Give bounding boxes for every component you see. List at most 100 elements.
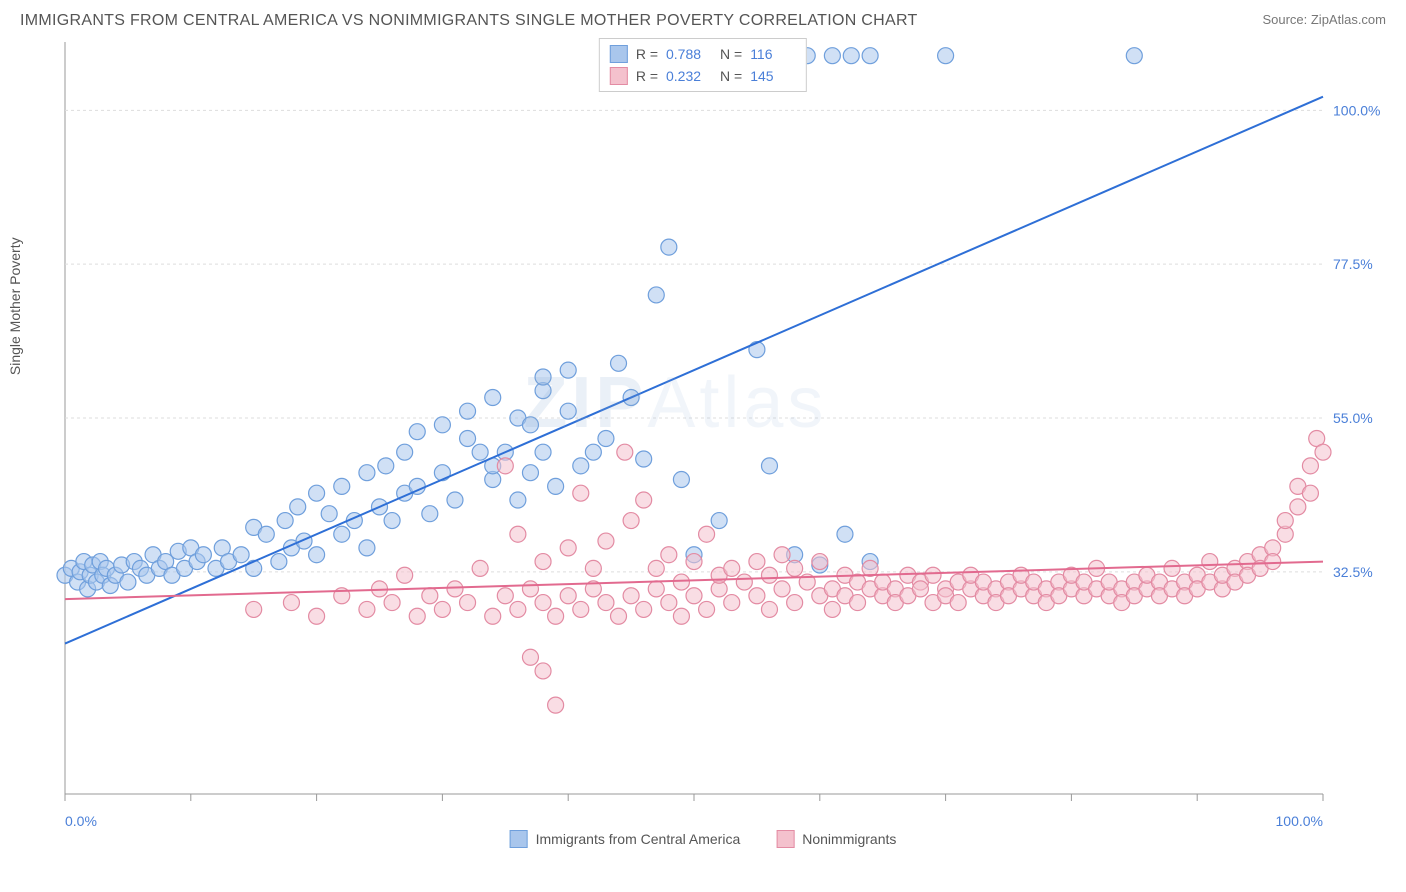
data-point <box>749 588 765 604</box>
data-point <box>1277 513 1293 529</box>
data-point <box>1290 499 1306 515</box>
data-point <box>774 547 790 563</box>
data-point <box>283 595 299 611</box>
data-point <box>711 513 727 529</box>
data-point <box>359 465 375 481</box>
data-point <box>535 595 551 611</box>
data-point <box>522 581 538 597</box>
data-point <box>749 554 765 570</box>
chart-container: Single Mother Poverty 32.5%55.0%77.5%100… <box>13 34 1393 854</box>
data-point <box>359 540 375 556</box>
data-point <box>510 492 526 508</box>
data-point <box>837 526 853 542</box>
data-point <box>611 608 627 624</box>
data-point <box>510 526 526 542</box>
scatter-chart: 32.5%55.0%77.5%100.0%0.0%100.0% <box>13 34 1393 854</box>
data-point <box>787 595 803 611</box>
data-point <box>397 444 413 460</box>
stat-legend-row: R =0.232N =145 <box>610 65 796 87</box>
data-point <box>472 444 488 460</box>
data-point <box>485 608 501 624</box>
data-point <box>686 588 702 604</box>
data-point <box>925 567 941 583</box>
data-point <box>636 601 652 617</box>
data-point <box>309 485 325 501</box>
data-point <box>271 554 287 570</box>
data-point <box>938 48 954 64</box>
data-point <box>422 506 438 522</box>
data-point <box>560 588 576 604</box>
data-point <box>850 595 866 611</box>
data-point <box>787 560 803 576</box>
data-point <box>384 513 400 529</box>
data-point <box>422 588 438 604</box>
data-point <box>560 362 576 378</box>
data-point <box>648 560 664 576</box>
data-point <box>497 458 513 474</box>
data-point <box>585 444 601 460</box>
legend-item: Nonimmigrants <box>776 830 896 848</box>
legend-swatch <box>610 45 628 63</box>
data-point <box>460 431 476 447</box>
data-point <box>258 526 274 542</box>
data-point <box>648 287 664 303</box>
svg-text:32.5%: 32.5% <box>1333 564 1373 580</box>
data-point <box>724 595 740 611</box>
svg-text:0.0%: 0.0% <box>65 813 97 829</box>
data-point <box>397 567 413 583</box>
svg-text:77.5%: 77.5% <box>1333 256 1373 272</box>
data-point <box>761 567 777 583</box>
data-point <box>749 342 765 358</box>
data-point <box>334 526 350 542</box>
data-point <box>623 588 639 604</box>
data-point <box>611 355 627 371</box>
data-point <box>434 601 450 617</box>
data-point <box>560 403 576 419</box>
data-point <box>1126 48 1142 64</box>
data-point <box>434 417 450 433</box>
data-point <box>460 403 476 419</box>
data-point <box>623 513 639 529</box>
legend-label: Immigrants from Central America <box>536 831 741 847</box>
data-point <box>1265 554 1281 570</box>
data-point <box>912 581 928 597</box>
data-point <box>409 608 425 624</box>
data-point <box>761 458 777 474</box>
source-label: Source: ZipAtlas.com <box>1262 12 1386 27</box>
data-point <box>460 595 476 611</box>
data-point <box>522 417 538 433</box>
data-point <box>598 533 614 549</box>
data-point <box>648 581 664 597</box>
data-point <box>1202 554 1218 570</box>
data-point <box>447 492 463 508</box>
data-point <box>1302 485 1318 501</box>
legend-swatch <box>510 830 528 848</box>
data-point <box>699 526 715 542</box>
data-point <box>510 601 526 617</box>
data-point <box>548 697 564 713</box>
data-point <box>699 601 715 617</box>
data-point <box>522 465 538 481</box>
data-point <box>573 485 589 501</box>
data-point <box>321 506 337 522</box>
stat-legend-row: R =0.788N =116 <box>610 43 796 65</box>
legend-bottom: Immigrants from Central America Nonimmigr… <box>510 830 897 848</box>
legend-swatch <box>776 830 794 848</box>
data-point <box>246 560 262 576</box>
data-point <box>384 595 400 611</box>
data-point <box>290 499 306 515</box>
data-point <box>585 560 601 576</box>
data-point <box>485 389 501 405</box>
stat-legend: R =0.788N =116R =0.232N =145 <box>599 38 807 92</box>
data-point <box>277 513 293 529</box>
data-point <box>359 601 375 617</box>
data-point <box>573 458 589 474</box>
data-point <box>673 574 689 590</box>
legend-swatch <box>610 67 628 85</box>
data-point <box>617 444 633 460</box>
data-point <box>724 560 740 576</box>
data-point <box>774 581 790 597</box>
data-point <box>598 595 614 611</box>
data-point <box>598 431 614 447</box>
data-point <box>1315 444 1331 460</box>
